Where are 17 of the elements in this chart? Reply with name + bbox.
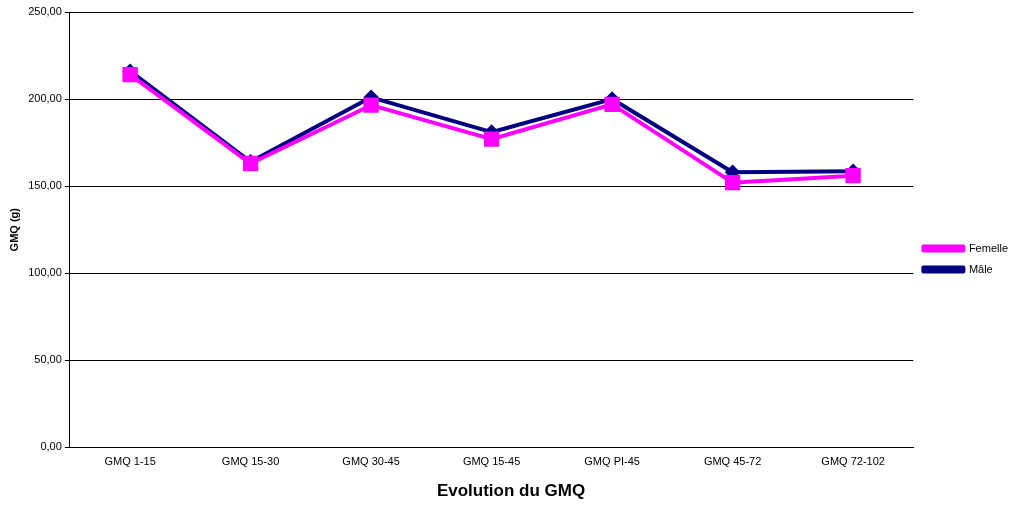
y-tick-label: 50,00 bbox=[34, 353, 62, 366]
y-tick-label: 200,00 bbox=[28, 92, 62, 105]
x-tick-label: GMQ PI-45 bbox=[584, 455, 640, 468]
y-tick-label: 0,00 bbox=[40, 440, 62, 453]
text: Evolution du GMQ bbox=[436, 481, 586, 501]
y-tick-label: 150,00 bbox=[28, 179, 62, 192]
legend-label: Femelle bbox=[968, 241, 1008, 254]
y-axis-title: GMQ (g) bbox=[7, 207, 20, 252]
x-tick-label: GMQ 45-72 bbox=[703, 455, 762, 468]
y-tick-label: 250,00 bbox=[28, 5, 62, 18]
x-tick-label: GMQ 15-45 bbox=[462, 455, 521, 468]
x-tick-label: GMQ 1-15 bbox=[104, 455, 156, 468]
x-tick-label: GMQ 30-45 bbox=[342, 455, 400, 468]
x-tick-label: GMQ 72-102 bbox=[821, 455, 885, 468]
x-tick-label: GMQ 15-30 bbox=[221, 455, 280, 468]
legend-label: Mâle bbox=[968, 262, 993, 275]
y-tick-label: 100,00 bbox=[28, 266, 62, 279]
